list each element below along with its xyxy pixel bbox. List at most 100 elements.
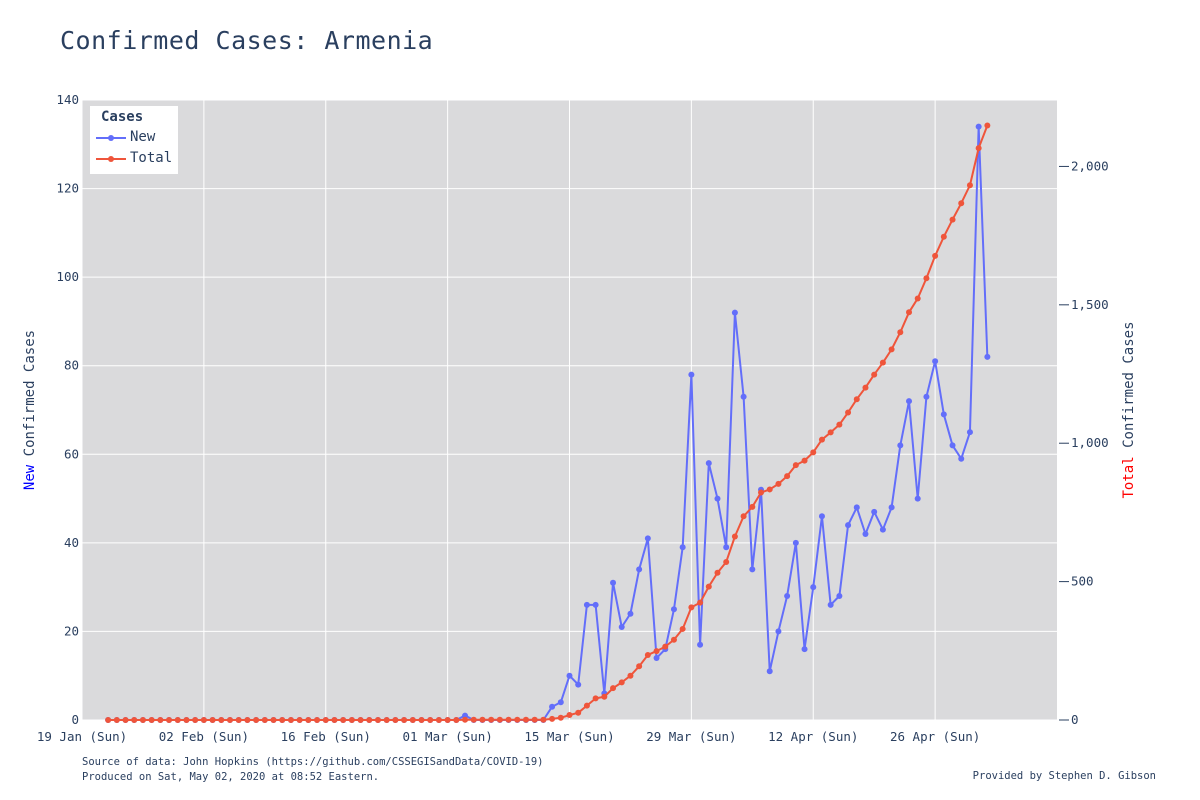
- y-left-tick-label: 80: [64, 358, 79, 373]
- data-point-total: [314, 717, 321, 723]
- data-point-total: [871, 371, 878, 378]
- data-point-total: [784, 473, 791, 480]
- data-point-total: [540, 716, 547, 723]
- data-point-new: [914, 495, 921, 502]
- data-point-total: [226, 717, 233, 723]
- y-right-tick-label: 1,000: [1071, 435, 1109, 450]
- data-point-total: [610, 685, 617, 692]
- data-point-new: [818, 513, 825, 520]
- data-point-total: [879, 359, 886, 366]
- data-point-total: [662, 643, 669, 650]
- legend-item-new[interactable]: New: [96, 128, 176, 148]
- y-right-title-rest: Confirmed Cases: [1121, 321, 1137, 456]
- data-point-new: [888, 504, 895, 511]
- data-point-total: [818, 436, 825, 443]
- data-point-total: [366, 717, 373, 723]
- data-point-new: [644, 535, 651, 542]
- data-point-total: [139, 717, 146, 723]
- data-point-total: [914, 295, 921, 302]
- data-point-total: [766, 486, 773, 493]
- footer-credit: Provided by Stephen D. Gibson: [972, 770, 1156, 782]
- data-point-total: [113, 717, 120, 723]
- data-point-total: [192, 717, 199, 723]
- data-point-total: [566, 712, 573, 719]
- data-point-total: [409, 717, 416, 723]
- data-point-new: [923, 393, 930, 400]
- chart-title: Confirmed Cases: Armenia: [60, 26, 434, 55]
- legend-swatch-total: [96, 156, 126, 162]
- data-point-new: [679, 544, 686, 551]
- data-point-total: [331, 717, 338, 723]
- y-right-tick-label: 500: [1071, 574, 1094, 589]
- data-point-total: [244, 717, 251, 723]
- data-point-total: [618, 679, 625, 686]
- data-point-total: [348, 717, 355, 723]
- data-point-total: [644, 651, 651, 658]
- legend-label-total: Total: [130, 150, 173, 166]
- data-point-total: [496, 716, 503, 723]
- data-point-total: [218, 717, 225, 723]
- y-left-tick-label: 100: [56, 269, 79, 284]
- data-point-total: [932, 252, 939, 259]
- data-point-new: [653, 655, 660, 661]
- data-point-new: [627, 610, 634, 617]
- data-point-total: [705, 583, 712, 590]
- data-point-total: [853, 396, 860, 403]
- data-point-total: [601, 693, 608, 700]
- data-point-new: [836, 593, 843, 599]
- data-point-total: [636, 663, 643, 670]
- data-point-total: [583, 702, 590, 709]
- data-point-total: [723, 558, 730, 565]
- data-point-total: [958, 200, 965, 207]
- data-point-total: [827, 429, 834, 436]
- data-point-new: [592, 601, 599, 608]
- data-point-new: [636, 566, 643, 573]
- footer-produced-line: Produced on Sat, May 02, 2020 at 08:52 E…: [82, 771, 380, 783]
- data-point-total: [435, 717, 442, 723]
- series-total: [105, 122, 991, 723]
- data-point-new: [879, 526, 886, 533]
- legend-swatch-new: [96, 135, 126, 141]
- data-point-new: [740, 393, 747, 400]
- y-right-tick-label: 2,000: [1071, 158, 1109, 173]
- data-point-total: [322, 717, 329, 723]
- data-point-total: [183, 717, 190, 723]
- data-point-total: [200, 717, 207, 723]
- data-point-total: [174, 717, 181, 723]
- data-point-new: [766, 668, 773, 675]
- data-point-new: [940, 411, 947, 418]
- data-point-total: [270, 717, 277, 723]
- data-point-total: [253, 717, 260, 723]
- data-point-new: [610, 579, 617, 586]
- data-point-total: [940, 233, 947, 240]
- data-point-new: [775, 628, 782, 635]
- data-point-new: [906, 398, 913, 405]
- data-point-total: [131, 717, 138, 723]
- x-tick-label: 12 Apr (Sun): [768, 729, 858, 744]
- data-point-new: [853, 504, 860, 511]
- data-point-total: [235, 717, 242, 723]
- data-point-total: [374, 717, 381, 723]
- legend-item-total[interactable]: Total: [96, 149, 176, 169]
- data-point-new: [871, 508, 878, 515]
- x-tick-label: 01 Mar (Sun): [402, 729, 492, 744]
- data-point-total: [810, 449, 817, 456]
- data-point-new: [827, 601, 834, 608]
- data-point-new: [705, 460, 712, 467]
- data-point-total: [148, 717, 155, 723]
- data-point-total: [401, 717, 408, 723]
- series-layer: [105, 122, 991, 723]
- x-tick-label: 19 Jan (Sun): [37, 729, 127, 744]
- data-point-total: [801, 457, 808, 464]
- x-tick-label: 29 Mar (Sun): [646, 729, 736, 744]
- data-point-total: [688, 604, 695, 611]
- data-point-total: [557, 714, 564, 721]
- data-point-new: [714, 495, 721, 502]
- data-point-total: [418, 717, 425, 723]
- y-left-title-prefix: New: [22, 464, 38, 490]
- data-point-total: [775, 480, 782, 487]
- legend: Cases New Total: [90, 106, 178, 174]
- data-point-new: [949, 442, 956, 449]
- legend-title: Cases: [101, 109, 144, 125]
- data-point-total: [479, 716, 486, 723]
